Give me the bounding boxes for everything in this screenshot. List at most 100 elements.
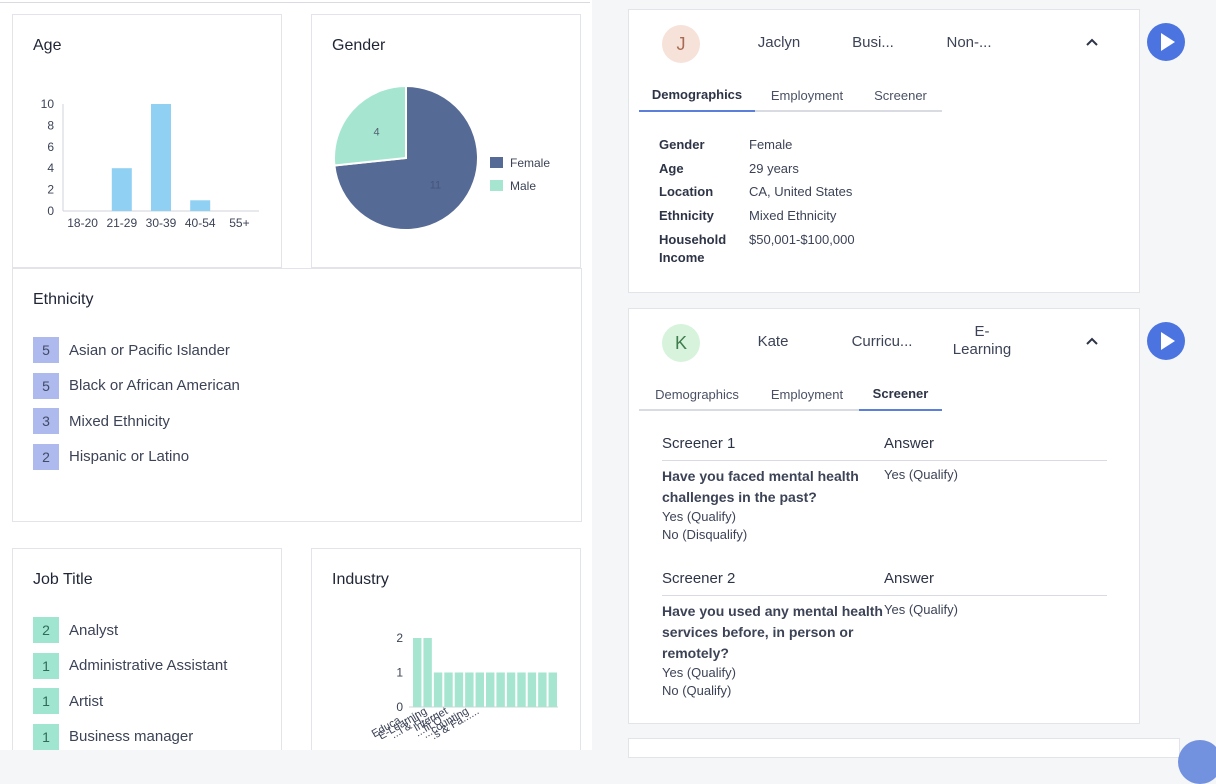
legend-label: Female <box>510 156 550 170</box>
y-tick-label: 4 <box>47 161 54 175</box>
item-label: Artist <box>69 692 104 710</box>
bar <box>413 638 422 707</box>
bar <box>151 104 171 211</box>
legend-swatch <box>490 180 503 191</box>
job-title-card: Job Title 2 Analyst 1 Administrative Assis… <box>12 548 282 750</box>
bar <box>423 638 432 707</box>
tab-screener[interactable]: Screener <box>874 87 927 103</box>
list-item: 5 Asian or Pacific Islander <box>33 337 240 363</box>
tab-demographics[interactable]: Demographics <box>639 78 755 112</box>
tab-employment[interactable]: Employment <box>770 87 844 103</box>
participant-card-jaclyn: J Jaclyn Busi... Non-... Demographics Em… <box>628 9 1140 293</box>
screener-answer: Yes (Qualify) <box>884 467 958 482</box>
bar <box>454 672 464 707</box>
screener-header: Screener 1 Answer <box>662 433 1107 461</box>
answer-heading: Answer <box>884 435 935 452</box>
participant-name: Kate <box>757 333 789 350</box>
demographic-label: Household Income <box>659 232 727 265</box>
demographic-value: Mixed Ethnicity <box>749 208 837 223</box>
chevron-up-icon[interactable] <box>1084 334 1100 350</box>
job-title-title: Job Title <box>33 571 93 588</box>
chevron-up-icon[interactable] <box>1084 35 1100 51</box>
x-tick-label: 40-54 <box>185 216 216 230</box>
age-title: Age <box>33 37 62 54</box>
screener-answer: Yes (Qualify) <box>884 602 958 617</box>
item-label: Asian or Pacific Islander <box>69 341 230 359</box>
item-label: Hispanic or Latino <box>69 448 190 466</box>
demographic-value: $50,001-$100,000 <box>749 232 855 247</box>
demographic-value: CA, United States <box>749 184 853 199</box>
play-button[interactable] <box>1147 322 1185 360</box>
list-item: 2 Analyst <box>33 617 227 643</box>
tab-screener[interactable]: Screener <box>859 377 942 411</box>
x-tick-label: 18-20 <box>67 216 98 230</box>
demographic-label: Location <box>659 184 714 199</box>
pie-data-label: 4 <box>374 127 380 139</box>
bar <box>475 672 484 707</box>
count-badge: 5 <box>33 337 59 363</box>
participant-industry: Busi... <box>852 34 894 51</box>
demographics-summary-pane: Age 10 8 6 4 2 0 18-20 21-29 30-39 40-54 55+ Gende… <box>0 0 592 750</box>
participant-card-next <box>628 738 1180 758</box>
participant-tabs: Demographics Employment Screener <box>639 78 942 112</box>
avatar: J <box>662 25 700 63</box>
y-tick-label: 8 <box>47 118 54 132</box>
answer-heading: Answer <box>884 570 935 587</box>
pie-slice <box>333 84 407 167</box>
count-badge: 1 <box>33 723 59 750</box>
screener-option: Yes (Qualify) <box>662 665 736 680</box>
gender-title: Gender <box>332 37 386 54</box>
gender-card: Gender 11 4 Female Male <box>311 14 581 268</box>
bar <box>433 672 443 707</box>
bar <box>190 200 211 211</box>
legend-swatch <box>490 157 503 168</box>
count-badge: 1 <box>33 652 59 679</box>
screener-heading: Screener 1 <box>662 435 736 452</box>
y-tick-label: 6 <box>47 140 54 154</box>
screener-heading: Screener 2 <box>662 570 736 587</box>
y-tick-label: 0 <box>47 204 54 218</box>
screener-header: Screener 2 Answer <box>662 568 1107 596</box>
participant-card-kate: K Kate Curricu... E-Learning Demographic… <box>628 308 1140 724</box>
screener-question: Have you faced mental health challenges … <box>662 468 859 505</box>
screener-option: Yes (Qualify) <box>662 509 736 524</box>
y-tick-label: 2 <box>47 183 54 197</box>
demographic-label: Ethnicity <box>659 208 714 223</box>
screener-question: Have you used any mental health services… <box>662 603 883 661</box>
participant-name: Jaclyn <box>757 34 801 51</box>
list-item: 1 Business manager <box>33 723 227 750</box>
screener-option: No (Disqualify) <box>662 527 748 542</box>
tab-employment[interactable]: Employment <box>770 386 844 402</box>
item-label: Mixed Ethnicity <box>69 412 170 430</box>
bar <box>111 168 132 211</box>
bar <box>538 672 547 707</box>
participant-job: E-Learning <box>952 323 1012 358</box>
item-label: Black or African American <box>69 377 240 395</box>
item-label: Analyst <box>69 621 119 639</box>
participant-industry: Curricu... <box>851 333 913 350</box>
bar <box>527 672 537 707</box>
bar <box>496 672 505 707</box>
y-tick-label: 10 <box>41 97 55 111</box>
demographic-label: Gender <box>659 137 705 152</box>
ethnicity-card: Ethnicity 5 Asian or Pacific Islander 5 Bl… <box>12 268 582 522</box>
bar <box>486 672 495 707</box>
play-button[interactable] <box>1147 23 1185 61</box>
tab-demographics[interactable]: Demographics <box>655 386 739 402</box>
count-badge: 3 <box>33 408 59 435</box>
industry-title: Industry <box>332 571 389 588</box>
list-item: 3 Mixed Ethnicity <box>33 408 240 435</box>
chat-launcher-icon[interactable] <box>1178 740 1216 784</box>
x-tick-label: 55+ <box>229 216 249 230</box>
bar <box>517 672 526 707</box>
list-item: 2 Hispanic or Latino <box>33 443 240 470</box>
screener-option: No (Qualify) <box>662 683 732 698</box>
pane-gutter <box>592 0 628 750</box>
y-tick-label: 1 <box>396 666 403 680</box>
bar <box>465 672 474 707</box>
gender-pie-chart: 11 4 Female Male <box>333 84 550 231</box>
bar <box>444 672 453 707</box>
count-badge: 2 <box>33 443 59 470</box>
list-item: 1 Administrative Assistant <box>33 652 227 679</box>
